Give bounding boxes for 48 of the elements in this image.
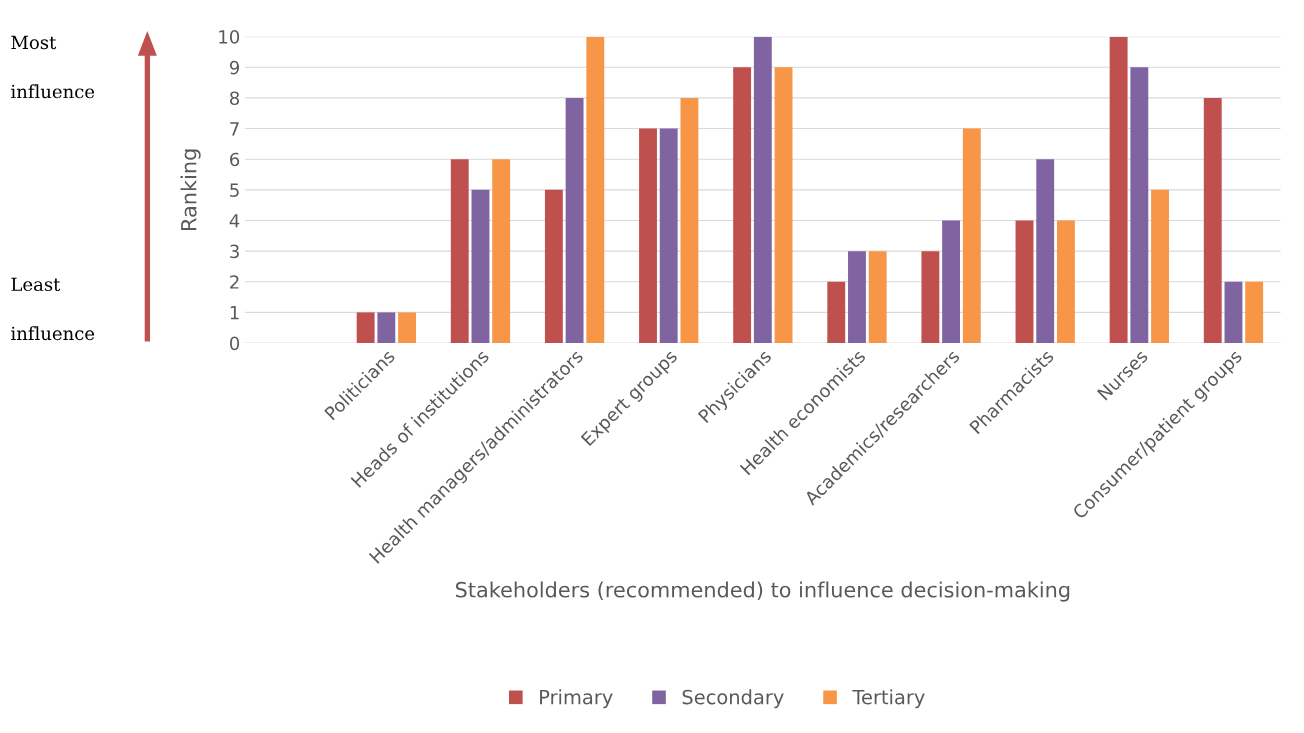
bar <box>1151 189 1169 344</box>
bar <box>450 159 469 344</box>
bar <box>921 251 940 344</box>
bar <box>774 67 793 344</box>
y-tick-label: 9 <box>229 60 240 75</box>
bar <box>942 220 961 344</box>
bar <box>753 36 772 344</box>
bar <box>962 128 981 344</box>
y-tick-label: 4 <box>229 214 240 228</box>
text: Most influence <box>11 35 95 99</box>
y-tick-label: 5 <box>230 183 239 197</box>
y-axis-title: Ranking <box>180 149 201 230</box>
bar <box>492 159 511 344</box>
bar <box>471 189 490 344</box>
y-tick-label: 2 <box>230 275 239 289</box>
bar <box>659 128 678 344</box>
y-tick-label: 0 <box>229 336 240 351</box>
bar <box>1015 220 1034 344</box>
y-tick-label: 10 <box>219 30 240 44</box>
bar <box>733 67 752 344</box>
bar <box>848 251 866 344</box>
bar <box>377 312 396 344</box>
y-tick-label: 7 <box>230 122 239 136</box>
bar <box>827 281 846 344</box>
bar <box>1056 220 1075 344</box>
bar <box>639 128 657 344</box>
bar <box>565 97 584 344</box>
bar <box>1109 36 1128 344</box>
bar <box>1224 281 1243 344</box>
bar <box>1036 159 1055 344</box>
y-tick-label: 1 <box>230 306 239 320</box>
legend-label: Tertiary <box>852 689 925 709</box>
y-tick-label: 6 <box>230 152 240 167</box>
legend-label: Primary <box>540 689 613 709</box>
bar <box>680 97 699 344</box>
legend-label: Secondary <box>682 689 784 709</box>
y-tick-label: 8 <box>230 91 240 106</box>
bar <box>1130 67 1149 344</box>
bar <box>356 312 375 344</box>
bar <box>1245 281 1264 344</box>
bar <box>1203 97 1222 344</box>
y-tick-label: 3 <box>230 244 239 259</box>
text: Least influence <box>11 277 95 341</box>
bar <box>868 251 887 344</box>
x-axis-title: Stakeholders (recommended) to influence decision-making <box>455 581 1070 602</box>
bar <box>586 36 605 344</box>
bar <box>398 312 416 344</box>
bar <box>544 189 563 344</box>
